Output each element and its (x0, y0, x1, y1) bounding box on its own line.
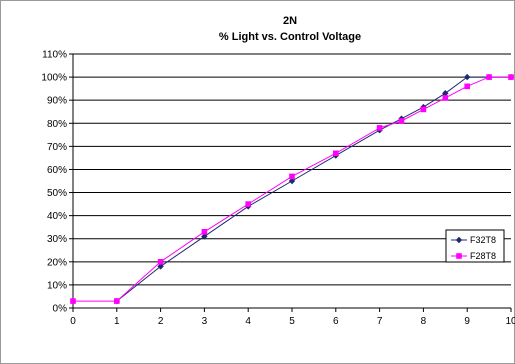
chart-subtitle: % Light vs. Control Voltage (219, 31, 361, 43)
x-tick-label: 0 (70, 316, 76, 327)
axes: 0% 10% 20% 30% 40% 50% 60% 70% 80% 90% 100% 110% 0 1 2… (41, 50, 515, 328)
data-point (157, 263, 164, 270)
x-tick-label: 4 (245, 316, 251, 327)
legend: F32T8 F28T8 (445, 229, 505, 263)
series-f32t8 (113, 73, 515, 305)
y-tick-label: 80% (47, 119, 67, 130)
data-point (442, 95, 449, 101)
series-line (73, 76, 511, 302)
y-tick-label: 90% (47, 96, 67, 107)
y-tick-label: 30% (47, 234, 67, 245)
data-point (442, 90, 449, 97)
x-tick-label: 3 (202, 316, 208, 327)
data-point (157, 259, 164, 265)
data-point (333, 150, 339, 157)
x-tick-label: 5 (289, 316, 295, 327)
data-point (201, 233, 208, 240)
data-point (376, 125, 383, 131)
data-point (464, 73, 471, 81)
data-point (464, 83, 470, 90)
y-tick-label: 60% (47, 165, 67, 176)
x-tick-label: 9 (464, 316, 470, 327)
y-tick-label: 0% (53, 304, 68, 315)
grid-lines (73, 53, 511, 286)
x-tick-label: 7 (377, 316, 383, 327)
series-plot (70, 73, 515, 305)
data-point (245, 201, 251, 207)
x-tick-label: 10 (505, 316, 515, 327)
legend-label: F28T8 (470, 251, 496, 261)
y-tick-label: 110% (42, 50, 67, 61)
y-tick-label: 20% (47, 257, 67, 268)
x-tick-label: 2 (158, 316, 164, 327)
y-tick-label: 70% (47, 142, 67, 153)
data-point (288, 177, 296, 185)
y-tick-label: 10% (47, 280, 67, 291)
data-point (70, 298, 76, 304)
legend-label: F32T8 (470, 235, 496, 245)
x-tick-label: 8 (421, 316, 427, 327)
legend-swatch-marker (455, 236, 463, 244)
data-point (398, 118, 405, 124)
data-point (201, 229, 208, 235)
data-point (508, 74, 514, 80)
data-point (486, 74, 492, 80)
series-line (116, 76, 511, 302)
y-tick-label: 40% (47, 211, 67, 222)
x-tick-label: 6 (333, 316, 339, 327)
series-f28t8 (70, 74, 514, 304)
data-point (420, 106, 427, 113)
data-point (114, 298, 120, 304)
legend-swatch-marker (456, 253, 462, 259)
y-tick-label: 100% (41, 73, 67, 84)
chart-title: 2N (283, 15, 297, 27)
legend-box (445, 229, 505, 263)
data-point (289, 173, 295, 180)
x-tick-label: 1 (114, 316, 120, 327)
y-tick-label: 50% (47, 188, 67, 199)
